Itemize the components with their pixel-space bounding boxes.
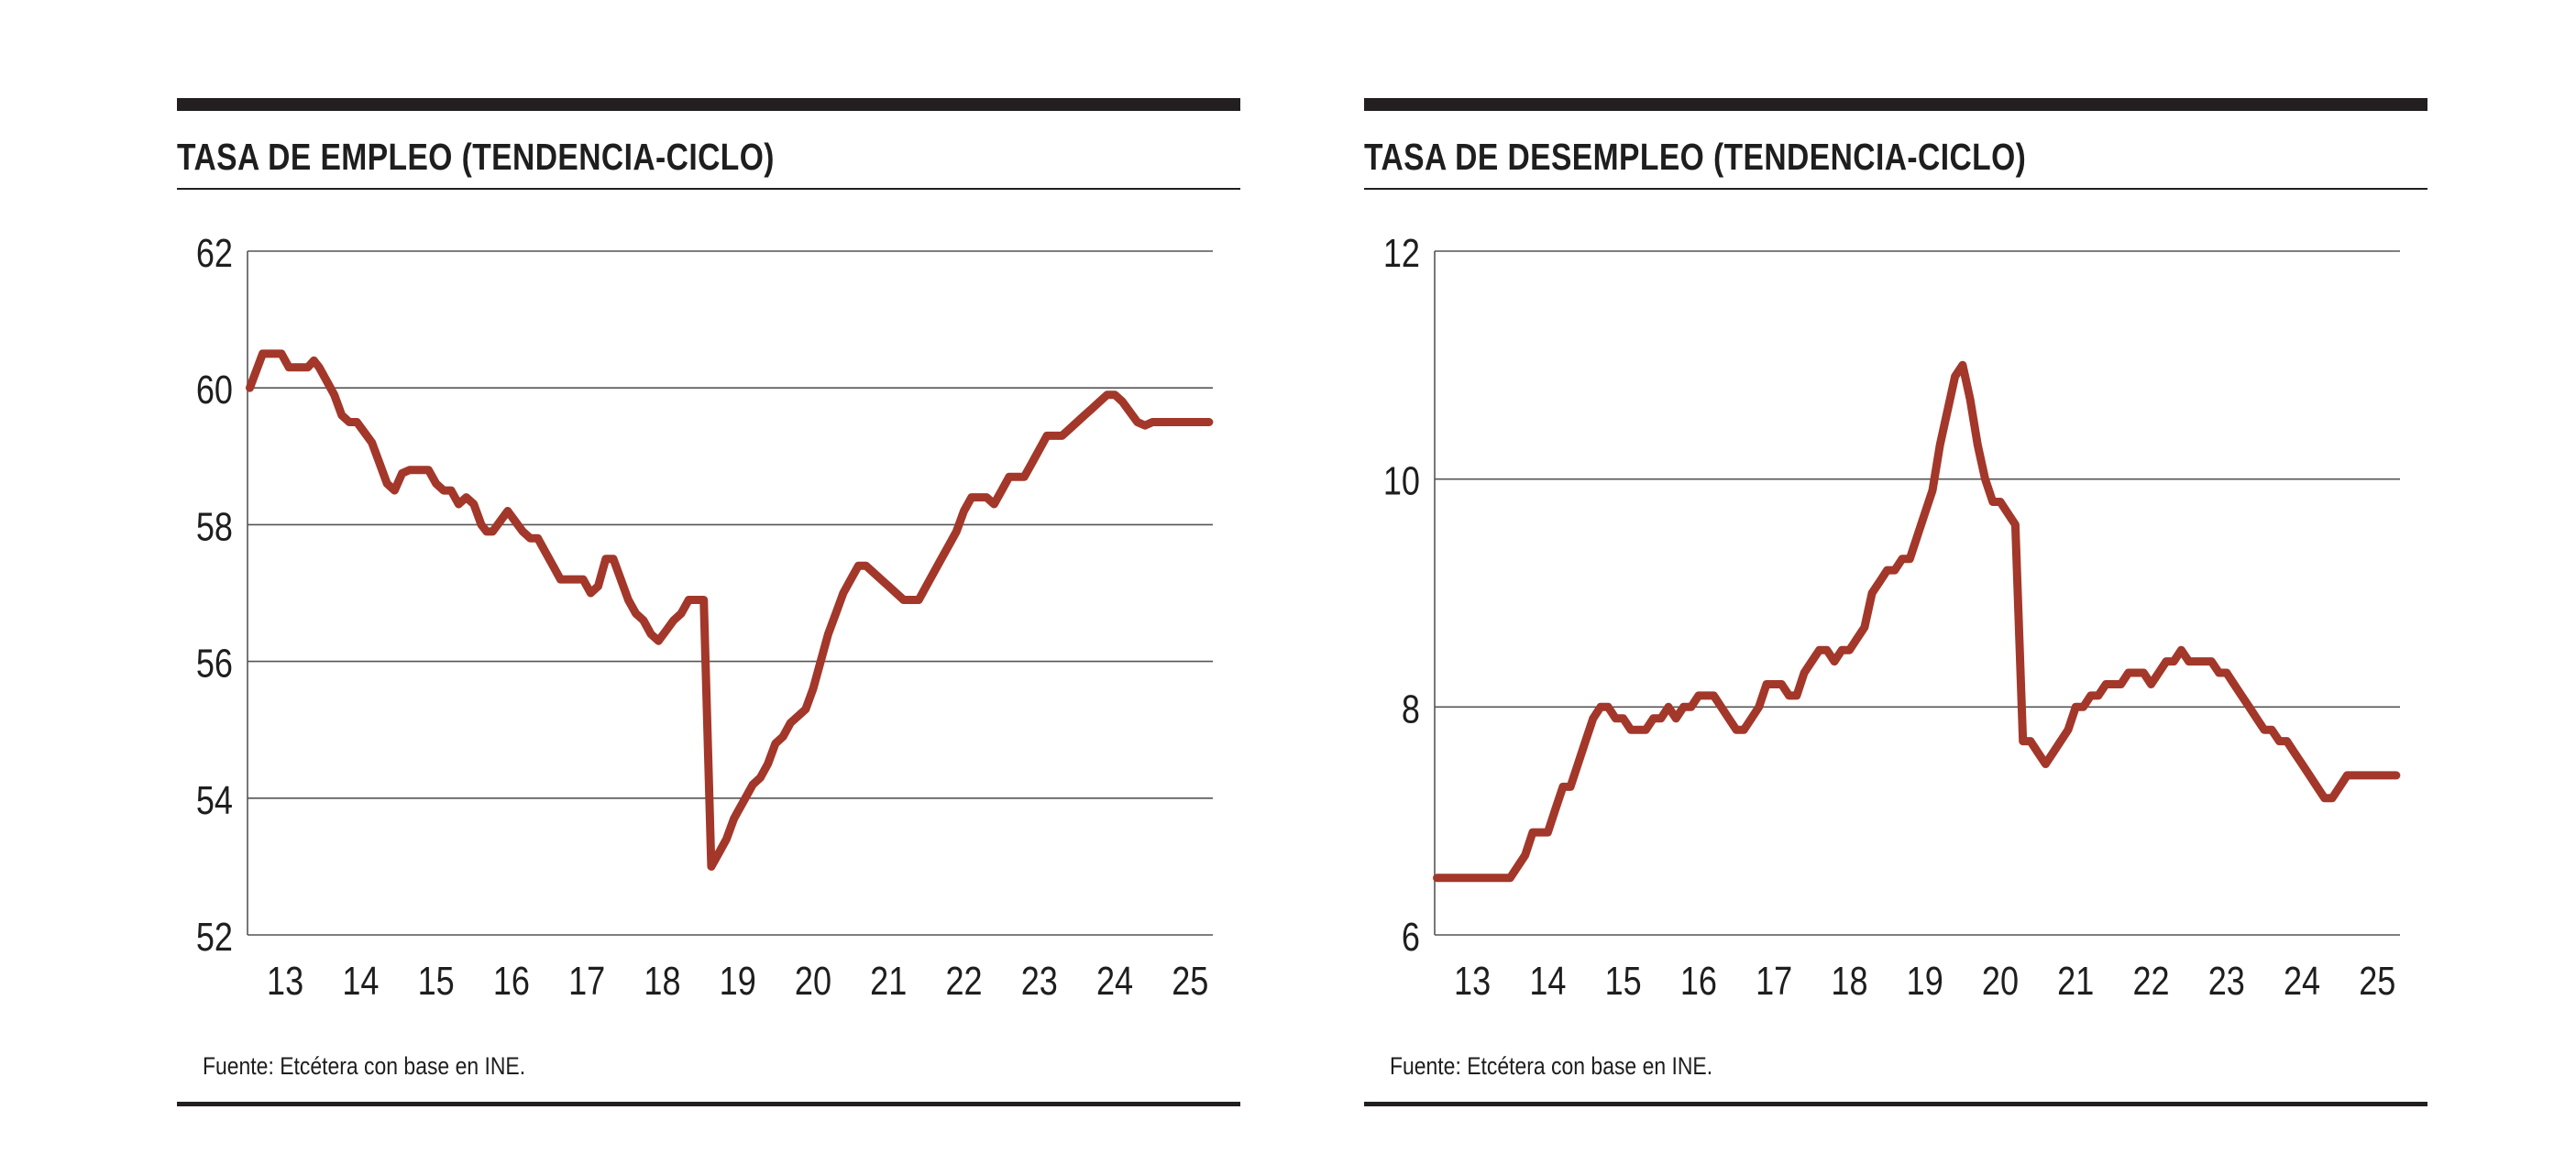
x-tick-label: 20 (1982, 959, 2019, 1004)
x-tick-label: 25 (1172, 959, 1208, 1004)
title-rule (177, 188, 1240, 190)
bottom-rule (1364, 1102, 2427, 1106)
x-tick-label: 14 (1529, 959, 1566, 1004)
title-rule (1364, 188, 2427, 190)
x-tick-label: 23 (2208, 959, 2245, 1004)
employment-rate-chart: 52 54 56 58 60 62 13 14 15 16 17 18 19 20 21 22 23 24 25 (196, 231, 1214, 1004)
x-tick-label: 24 (1096, 959, 1133, 1004)
x-tick-label: 16 (1680, 959, 1717, 1004)
panel-top-bar (1364, 98, 2427, 111)
y-tick-label: 12 (1383, 231, 1420, 276)
chart-title: TASA DE EMPLEO (TENDENCIA-CICLO) (177, 136, 775, 178)
x-tick-label: 25 (2359, 959, 2395, 1004)
x-tick-label: 22 (2132, 959, 2169, 1004)
y-tick-label: 62 (196, 231, 233, 276)
y-tick-label: 60 (196, 368, 233, 412)
unemployment-rate-chart: 6 8 10 12 13 14 15 16 17 18 19 20 21 22 23 24 25 (1383, 231, 2401, 1004)
x-tick-label: 14 (342, 959, 379, 1004)
x-tick-label: 21 (870, 959, 907, 1004)
series-line (246, 349, 1214, 871)
x-tick-label: 15 (1605, 959, 1642, 1004)
bottom-rule (177, 1102, 1240, 1106)
y-tick-label: 56 (196, 641, 233, 686)
source-note: Fuente: Etcétera con base en INE. (203, 1052, 526, 1080)
x-tick-label: 13 (267, 959, 303, 1004)
x-tick-label: 24 (2284, 959, 2320, 1004)
y-tick-label: 52 (196, 915, 233, 960)
x-tick-label: 13 (1454, 959, 1491, 1004)
x-tick-label: 15 (418, 959, 455, 1004)
panel-top-bar (177, 98, 1240, 111)
chart-title: TASA DE DESEMPLEO (TENDENCIA-CICLO) (1364, 136, 2027, 178)
employment-rate-panel: TASA DE EMPLEO (TENDENCIA-CICLO) 52 54 56 5… (177, 0, 1240, 1176)
x-tick-label: 19 (720, 959, 756, 1004)
x-tick-label: 19 (1907, 959, 1943, 1004)
source-note: Fuente: Etcétera con base en INE. (1390, 1052, 1713, 1080)
y-tick-label: 54 (196, 777, 233, 822)
x-tick-label: 20 (795, 959, 831, 1004)
y-tick-label: 8 (1402, 687, 1420, 731)
y-tick-label: 10 (1383, 458, 1420, 503)
series-line (1433, 360, 2401, 883)
x-tick-label: 17 (1756, 959, 1792, 1004)
x-tick-label: 18 (1831, 959, 1867, 1004)
x-tick-label: 22 (945, 959, 982, 1004)
x-tick-label: 16 (493, 959, 530, 1004)
x-tick-label: 21 (2057, 959, 2094, 1004)
x-tick-label: 17 (568, 959, 605, 1004)
y-tick-label: 58 (196, 504, 233, 549)
x-tick-label: 18 (644, 959, 680, 1004)
unemployment-rate-panel: TASA DE DESEMPLEO (TENDENCIA-CICLO) 6 8 10… (1364, 0, 2427, 1176)
x-tick-label: 23 (1021, 959, 1058, 1004)
y-tick-label: 6 (1402, 915, 1420, 960)
